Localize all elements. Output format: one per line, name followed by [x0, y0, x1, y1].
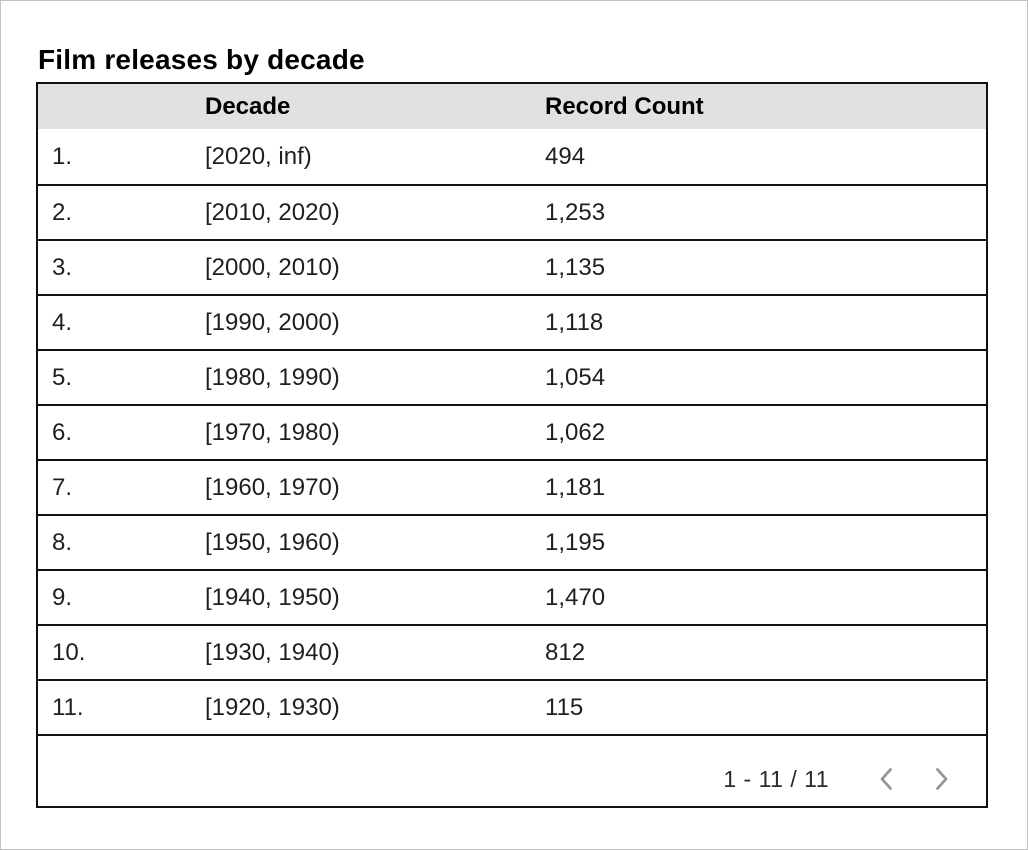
table-row: 8. [1950, 1960) 1,195 [38, 514, 986, 569]
table-footer: 1 - 11 / 11 [38, 734, 986, 806]
column-header-decade[interactable]: Decade [205, 92, 291, 120]
row-index-cell: 10. [52, 638, 86, 666]
decade-cell: [1940, 1950) [205, 583, 340, 611]
table-row: 5. [1980, 1990) 1,054 [38, 349, 986, 404]
chevron-left-icon [873, 765, 901, 793]
next-page-button[interactable] [927, 765, 955, 793]
record-count-cell: 1,118 [545, 308, 604, 336]
table-row: 10. [1930, 1940) 812 [38, 624, 986, 679]
decade-cell: [1980, 1990) [205, 363, 340, 391]
table-row: 4. [1990, 2000) 1,118 [38, 294, 986, 349]
decade-cell: [1960, 1970) [205, 473, 340, 501]
record-count-cell: 494 [545, 142, 586, 170]
row-index-cell: 1. [52, 142, 73, 170]
record-count-cell: 1,253 [545, 198, 606, 226]
pagination-range-label: 1 - 11 / 11 [723, 765, 829, 792]
record-count-cell: 115 [545, 693, 584, 721]
previous-page-button[interactable] [873, 765, 901, 793]
table-row: 9. [1940, 1950) 1,470 [38, 569, 986, 624]
table-row: 7. [1960, 1970) 1,181 [38, 459, 986, 514]
record-count-cell: 1,470 [545, 583, 606, 611]
decade-cell: [1990, 2000) [205, 308, 340, 336]
record-count-cell: 1,181 [545, 473, 606, 501]
record-count-cell: 812 [545, 638, 586, 666]
decade-cell: [1920, 1930) [205, 693, 340, 721]
chevron-right-icon [927, 765, 955, 793]
table-row: 3. [2000, 2010) 1,135 [38, 239, 986, 294]
table-row: 6. [1970, 1980) 1,062 [38, 404, 986, 459]
table-row: 1. [2020, inf) 494 [38, 129, 986, 184]
decade-cell: [2000, 2010) [205, 253, 340, 281]
table-card: Decade Record Count 1. [2020, inf) 494 2… [36, 82, 988, 808]
table-row: 11. [1920, 1930) 115 [38, 679, 986, 734]
record-count-cell: 1,135 [545, 253, 606, 281]
decade-cell: [1950, 1960) [205, 528, 340, 556]
column-header-record-count[interactable]: Record Count [545, 92, 704, 120]
page-title: Film releases by decade [38, 43, 365, 75]
table-row: 2. [2010, 2020) 1,253 [38, 184, 986, 239]
row-index-cell: 11. [52, 693, 84, 721]
decade-cell: [2010, 2020) [205, 198, 340, 226]
row-index-cell: 5. [52, 363, 73, 391]
decade-cell: [1970, 1980) [205, 418, 340, 446]
row-index-cell: 9. [52, 583, 73, 611]
record-count-cell: 1,054 [545, 363, 606, 391]
row-index-cell: 3. [52, 253, 73, 281]
table-header-row: Decade Record Count [38, 84, 986, 129]
row-index-cell: 4. [52, 308, 73, 336]
record-count-cell: 1,195 [545, 528, 606, 556]
record-count-cell: 1,062 [545, 418, 606, 446]
row-index-cell: 6. [52, 418, 73, 446]
row-index-cell: 7. [52, 473, 73, 501]
decade-cell: [1930, 1940) [205, 638, 340, 666]
row-index-cell: 8. [52, 528, 73, 556]
decade-cell: [2020, inf) [205, 142, 312, 170]
row-index-cell: 2. [52, 198, 73, 226]
